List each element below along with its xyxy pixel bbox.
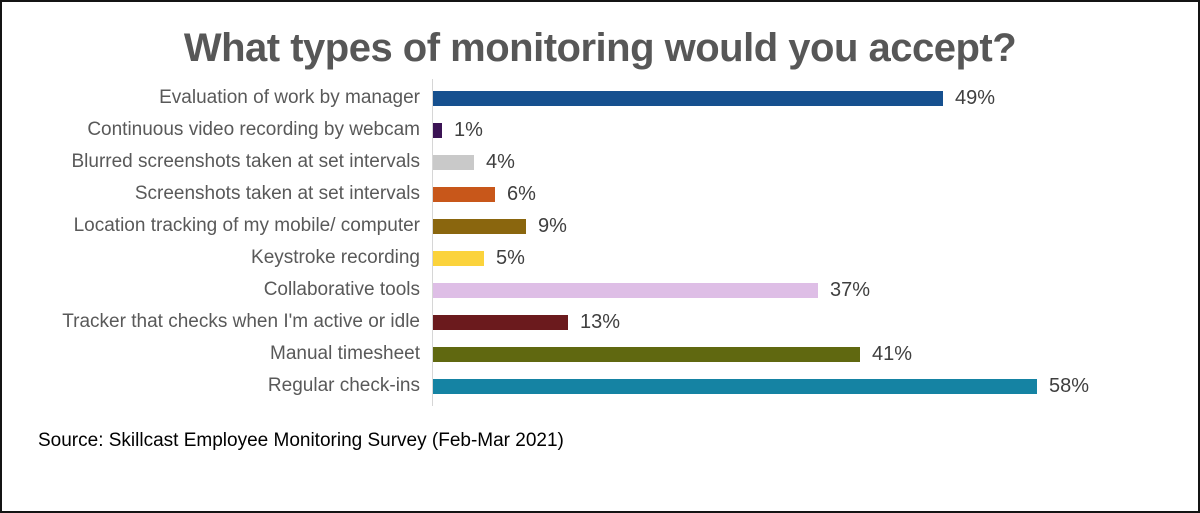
value-label: 9% bbox=[538, 214, 567, 237]
bar bbox=[432, 378, 1037, 394]
category-label: Location tracking of my mobile/ computer bbox=[73, 215, 420, 236]
value-label: 49% bbox=[955, 86, 996, 109]
category-label: Evaluation of work by manager bbox=[159, 87, 420, 108]
bar-cell: 9% bbox=[432, 210, 1182, 242]
chart-row: Collaborative tools 37% bbox=[2, 274, 1182, 306]
category-label: Screenshots taken at set intervals bbox=[134, 183, 420, 204]
source-caption: Source: Skillcast Employee Monitoring Su… bbox=[38, 430, 564, 451]
bar-cell: 49% bbox=[432, 82, 1182, 114]
chart-row: Regular check-ins 58% bbox=[2, 370, 1182, 402]
bar bbox=[432, 154, 474, 170]
bar bbox=[432, 218, 526, 234]
chart-row: Manual timesheet 41% bbox=[2, 338, 1182, 370]
value-label: 13% bbox=[580, 310, 621, 333]
category-label: Manual timesheet bbox=[270, 343, 420, 364]
bar-cell: 6% bbox=[432, 178, 1182, 210]
bar bbox=[432, 346, 860, 362]
chart-title: What types of monitoring would you accep… bbox=[183, 26, 1017, 70]
bar-cell: 5% bbox=[432, 242, 1182, 274]
bar bbox=[432, 122, 442, 138]
category-label: Collaborative tools bbox=[263, 279, 420, 300]
bar bbox=[432, 282, 818, 298]
chart-row: Keystroke recording 5% bbox=[2, 242, 1182, 274]
bar-chart: Evaluation of work by manager 49% Continuo… bbox=[2, 79, 1182, 406]
bar-cell: 4% bbox=[432, 146, 1182, 178]
bar-cell: 41% bbox=[432, 338, 1182, 370]
category-label: Regular check-ins bbox=[267, 375, 420, 396]
chart-row: Evaluation of work by manager 49% bbox=[2, 82, 1182, 114]
bar bbox=[432, 186, 495, 202]
bar bbox=[432, 90, 943, 106]
chart-row: Location tracking of my mobile/ computer… bbox=[2, 210, 1182, 242]
bar-chart-rows: Evaluation of work by manager 49% Continuo… bbox=[2, 82, 1182, 402]
chart-row: Continuous video recording by webcam 1% bbox=[2, 114, 1182, 146]
value-label: 41% bbox=[872, 342, 913, 365]
value-label: 1% bbox=[454, 118, 483, 141]
category-label: Blurred screenshots taken at set interva… bbox=[71, 151, 420, 172]
value-label: 58% bbox=[1049, 374, 1090, 397]
bar-cell: 1% bbox=[432, 114, 1182, 146]
category-label: Tracker that checks when I'm active or i… bbox=[62, 311, 420, 332]
category-label: Keystroke recording bbox=[251, 247, 420, 268]
value-label: 4% bbox=[486, 150, 515, 173]
chart-row: Blurred screenshots taken at set interva… bbox=[2, 146, 1182, 178]
value-label: 37% bbox=[830, 278, 871, 301]
bar-cell: 13% bbox=[432, 306, 1182, 338]
bar bbox=[432, 250, 484, 266]
chart-row: Tracker that checks when I'm active or i… bbox=[2, 306, 1182, 338]
bar bbox=[432, 314, 568, 330]
bar-cell: 58% bbox=[432, 370, 1182, 402]
bar-cell: 37% bbox=[432, 274, 1182, 306]
value-label: 5% bbox=[496, 246, 525, 269]
chart-row: Screenshots taken at set intervals 6% bbox=[2, 178, 1182, 210]
value-label: 6% bbox=[507, 182, 536, 205]
category-label: Continuous video recording by webcam bbox=[87, 119, 420, 140]
